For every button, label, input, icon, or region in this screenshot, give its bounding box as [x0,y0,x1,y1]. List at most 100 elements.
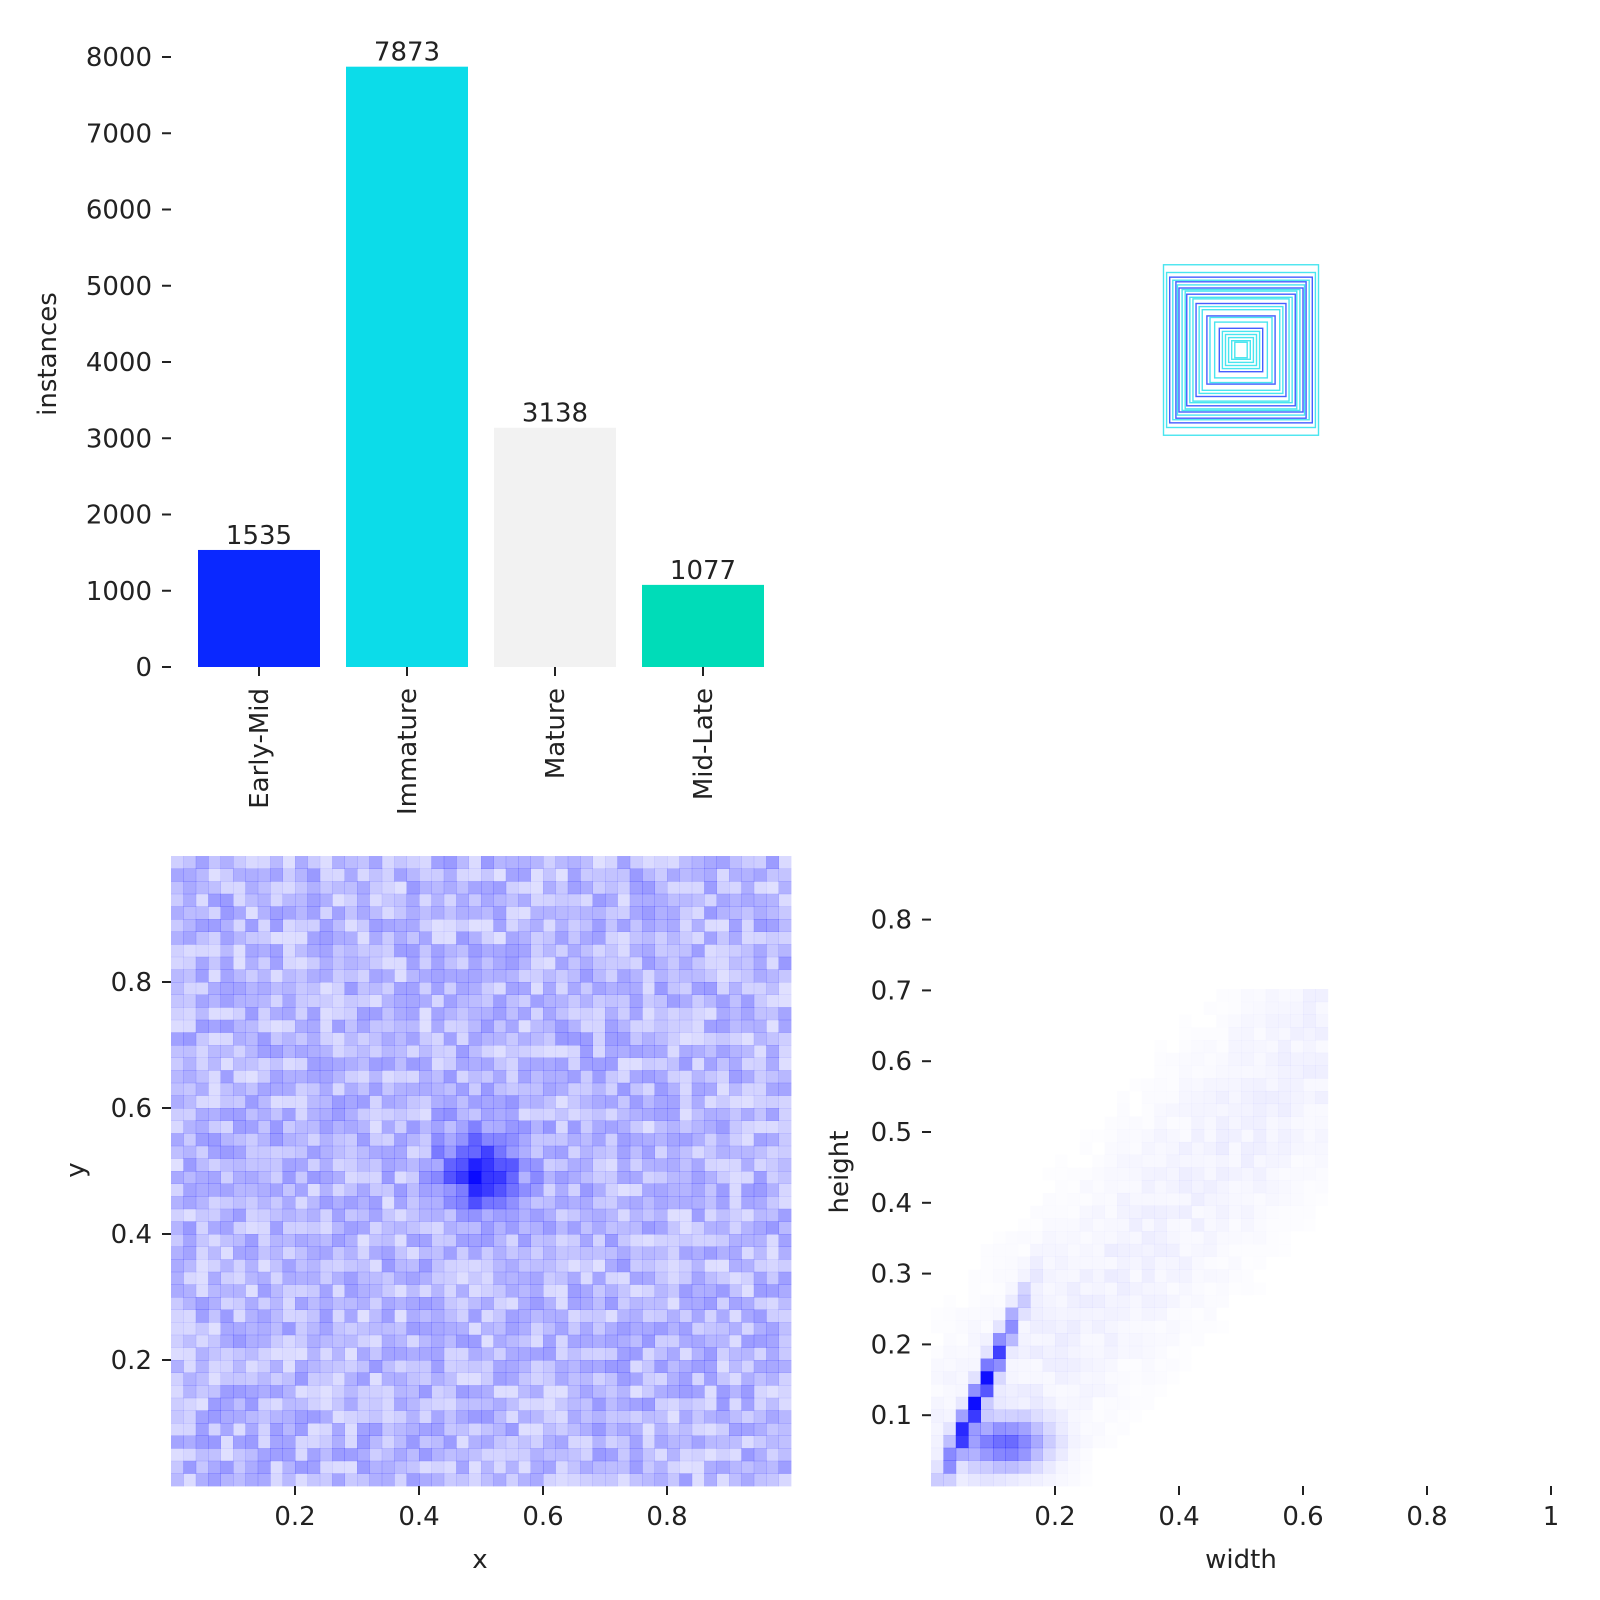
heatmap-cell [1092,1397,1105,1410]
heatmap-cell [642,906,655,920]
heatmap-cell [270,982,283,995]
heatmap-cell [1042,1396,1056,1410]
heatmap-cell [1179,1269,1192,1283]
heatmap-cell [617,1007,631,1021]
heatmap-cell [778,919,792,932]
heatmap-cell [282,1435,296,1449]
heatmap-cell [778,1246,792,1260]
heatmap-cell [394,1271,407,1285]
heatmap-cell [257,1473,271,1487]
heatmap-cell [468,994,482,1008]
xy-x-tick-label: 0.8 [646,1502,687,1532]
heatmap-cell [394,982,407,995]
heatmap-cell [1055,1218,1068,1231]
heatmap-cell [369,1271,383,1285]
heatmap-cell [667,868,680,882]
heatmap-cell [505,1057,519,1071]
heatmap-cell [1167,1359,1180,1372]
heatmap-cell [208,944,221,958]
heatmap-cell [344,1259,358,1273]
heatmap-cell [629,1108,643,1121]
heatmap-cell [605,931,618,945]
heatmap-cell [530,1070,544,1084]
heatmap-cell [419,1271,432,1285]
heatmap-cell [1117,1129,1130,1142]
heatmap-cell [679,1032,693,1046]
heatmap-cell [580,1082,593,1096]
heatmap-cell [220,1070,234,1084]
heatmap-cell [481,893,494,907]
heatmap-cell [567,1234,581,1247]
heatmap-cell [654,931,668,945]
heatmap-cell [1167,1193,1180,1206]
heatmap-cell [679,1019,693,1033]
heatmap-cell [518,1397,531,1411]
heatmap-cell [1117,1333,1130,1346]
heatmap-cell [468,956,482,970]
heatmap-cell [567,982,581,995]
heatmap-cell [456,1082,469,1096]
heatmap-cell [220,1259,234,1273]
heatmap-cell [704,1322,717,1336]
heatmap-cell [1105,1257,1118,1270]
heatmap-cell [1253,1116,1267,1130]
heatmap-cell [530,969,544,983]
heatmap-cell [518,1334,531,1348]
heatmap-cell [307,982,321,995]
heatmap-cell [220,1309,234,1323]
heatmap-cell [518,1234,531,1247]
heatmap-cell [642,1108,655,1121]
heatmap-cell [605,982,618,995]
heatmap-cell [530,1435,544,1449]
heatmap-cell [704,868,717,882]
heatmap-cell [1216,1218,1229,1232]
heatmap-cell [530,1297,544,1310]
heatmap-cell [307,1019,321,1033]
heatmap-cell [171,931,184,945]
heatmap-cell [617,944,631,958]
heatmap-cell [716,931,730,945]
heatmap-cell [282,1334,296,1348]
heatmap-cell [580,1435,593,1449]
heatmap-cell [704,944,717,958]
heatmap-cell [580,1309,593,1323]
heatmap-cell [481,1070,494,1084]
heatmap-cell [381,994,395,1008]
heatmap-cell [667,1120,680,1134]
heatmap-cell [493,881,507,895]
heatmap-cell [381,1246,395,1260]
heatmap-cell [357,956,370,970]
bar-y-tick-label: 8000 [86,43,152,73]
heatmap-cell [530,1032,544,1046]
heatmap-cell [431,1360,445,1373]
heatmap-cell [1030,1333,1043,1346]
heatmap-cell [1191,1078,1204,1091]
bounding-box [1209,316,1273,384]
heatmap-cell [1104,1307,1118,1321]
heatmap-cell [332,1410,345,1424]
heatmap-cell [1141,1243,1155,1258]
heatmap-cell [931,1409,944,1423]
heatmap-cell [357,1360,370,1373]
heatmap-cell [679,1145,693,1159]
heatmap-cell [1080,1193,1093,1206]
heatmap-cell [1030,1243,1043,1258]
heatmap-cell [505,1360,519,1373]
heatmap-cell [778,1095,792,1109]
heatmap-cell [332,969,345,983]
heatmap-cell [1005,1396,1019,1410]
heatmap-cell [530,1259,544,1273]
heatmap-cell [381,1234,395,1247]
heatmap-cell [691,919,705,932]
heatmap-cell [1253,1090,1267,1105]
heatmap-cell [456,1347,469,1361]
heatmap-cell [617,1271,631,1285]
heatmap-cell [344,1120,358,1134]
heatmap-cell [555,1397,569,1411]
heatmap-cell [943,1371,957,1385]
heatmap-cell [1092,1320,1105,1334]
heatmap-cell [183,1183,197,1197]
heatmap-cell [1055,1320,1068,1334]
heatmap-cell [1005,1257,1018,1270]
heatmap-cell [555,881,569,895]
